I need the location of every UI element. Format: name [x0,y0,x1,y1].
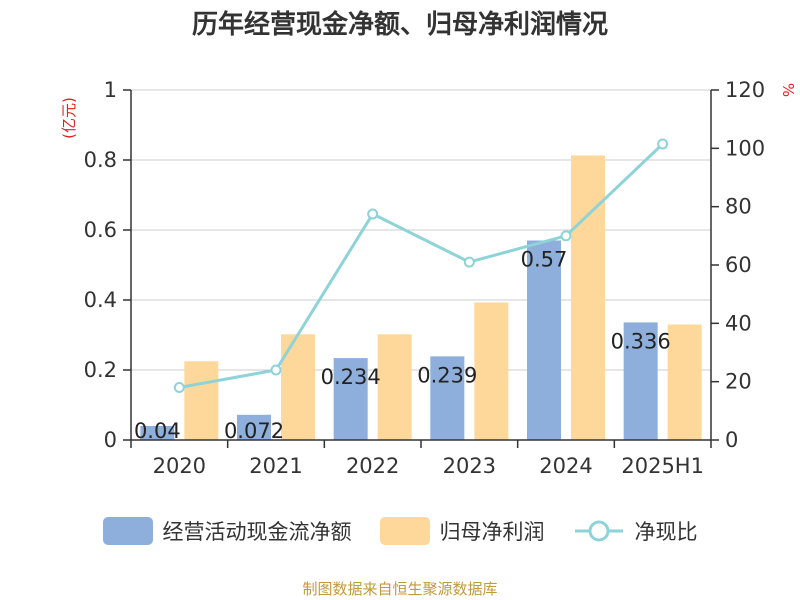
y-right-tick-label: 100 [725,136,765,160]
data-label-cash: 0.336 [611,329,671,353]
y-left-tick-label: 0.4 [84,288,117,312]
legend: 经营活动现金流净额 归母净利润 净现比 [0,516,800,546]
bar-cash [430,356,465,440]
y-left-tick-label: 0.2 [84,358,117,382]
y-right-tick-label: 80 [725,195,752,219]
y-right-tick-label: 40 [725,311,752,335]
ratio-point [173,382,185,393]
legend-swatch-cash [102,517,153,545]
x-tick-label: 2024 [539,454,592,478]
bar-cash [140,426,175,440]
ratio-point [560,230,572,242]
bar-profit [667,324,702,440]
bar-profit [377,334,412,440]
bars [140,155,702,440]
bar-profit [281,334,315,440]
y-right-tick-label: 20 [725,370,752,394]
ratio-line-path [179,142,664,389]
y-right-tick-label: 120 [725,78,765,102]
ratio-line [173,138,669,393]
data-label-cash: 0.04 [134,419,181,443]
x-tick-label: 2021 [249,454,302,478]
bar-cash [527,240,561,440]
ratio-point [270,364,282,376]
legend-label-profit: 归母净利润 [439,520,545,544]
x-tick-label: 2020 [153,454,206,478]
bar-cash [333,358,368,440]
x-tick-label: 2023 [443,454,496,478]
right-unit-label: % [779,83,797,97]
axes: 0 0.2 0.4 0.6 0.8 1 0 20 40 60 80 100 120 2020 2021 202… [84,78,766,478]
data-label-cash: 0.072 [224,419,284,443]
bar-profit [571,155,605,440]
ratio-point [463,256,475,268]
chart-title: 历年经营现金净额、归母净利润情况 [191,10,608,40]
left-unit-label: (亿元) [60,97,78,139]
x-tick-label: 2025H1 [621,454,704,478]
data-label-cash: 0.234 [321,365,381,389]
data-label-cash: 0.57 [521,248,568,272]
legend-item-ratio[interactable]: 净现比 [573,516,698,546]
ratio-point [367,208,379,220]
legend-swatch-profit [379,517,430,545]
y-right-tick-label: 60 [725,253,752,277]
bar-profit [474,302,509,440]
bar-profit [184,361,219,440]
data-labels: 0.04 0.072 0.234 0.239 0.57 0.336 [134,248,671,444]
grid-lines [131,89,711,371]
data-label-cash: 0.239 [417,363,477,387]
y-right-tick-label: 0 [725,428,738,452]
y-left-tick-label: 0.8 [84,148,117,172]
legend-label-ratio: 净现比 [634,520,698,544]
legend-line-ratio-icon [574,520,623,542]
legend-item-cash[interactable]: 经营活动现金流净额 [102,516,352,546]
ratio-point [657,138,669,150]
bar-cash [237,414,271,440]
y-left-tick-label: 1 [104,78,117,102]
source-note: 制图数据来自恒生聚源数据库 [302,580,498,598]
bar-cash [623,322,658,440]
legend-item-profit[interactable]: 归母净利润 [379,516,545,546]
x-tick-label: 2022 [346,454,399,478]
y-left-tick-label: 0.6 [84,218,117,242]
legend-label-cash: 经营活动现金流净额 [162,520,352,544]
y-left-tick-label: 0 [104,428,117,452]
